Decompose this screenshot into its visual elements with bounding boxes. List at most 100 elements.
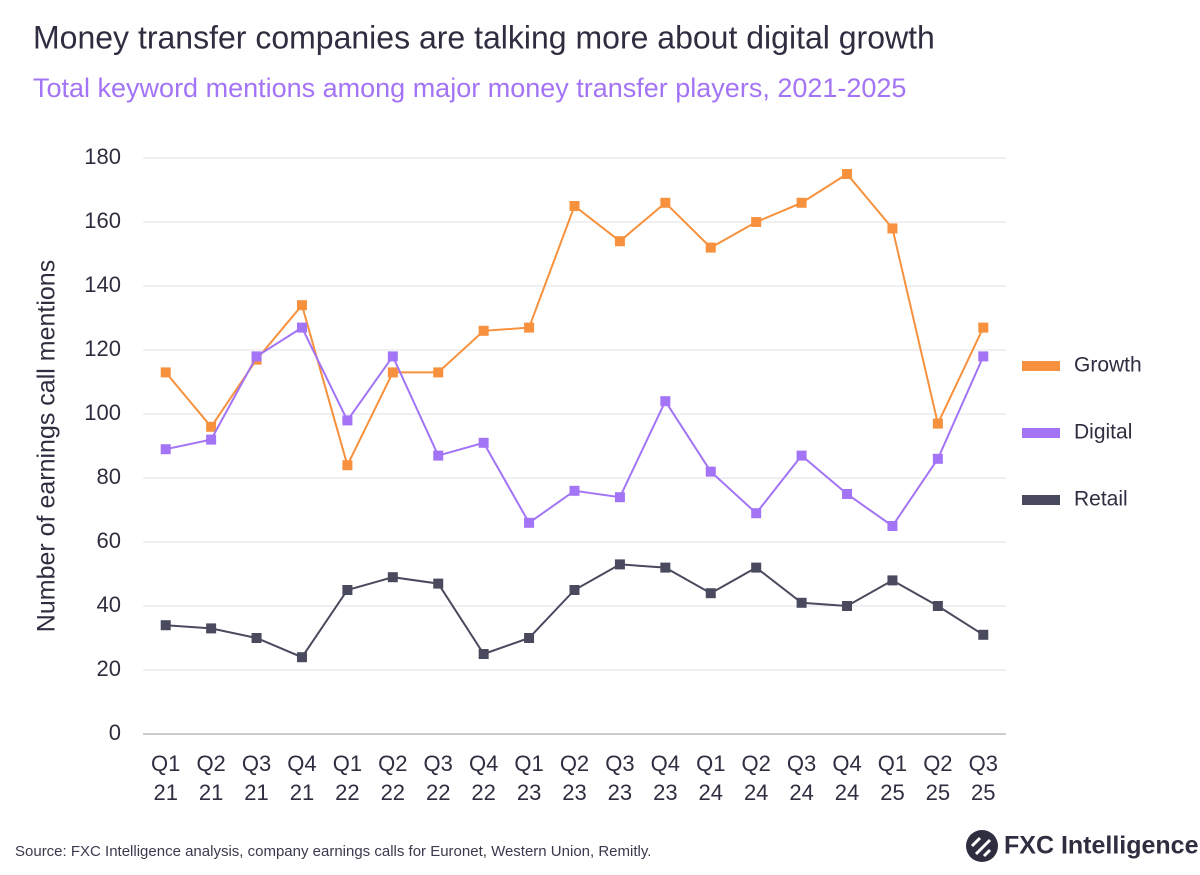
x-tick-label: Q1 [333,751,362,776]
x-tick-label: Q3 [787,751,816,776]
data-point [524,517,535,528]
x-tick-label: 21 [199,780,223,805]
data-point [342,415,353,426]
x-tick-label: Q2 [560,751,589,776]
x-tick-label: Q3 [969,751,998,776]
x-tick-label: Q4 [469,751,498,776]
y-tick-label: 40 [97,592,121,617]
x-tick-label: Q1 [878,751,907,776]
logo-icon [966,830,998,862]
data-point [387,572,398,583]
data-point [251,633,262,643]
x-tick-label: Q2 [378,751,407,776]
data-point [978,629,989,640]
data-point [842,169,853,179]
data-point [160,620,171,631]
x-tick-label: 21 [290,780,314,805]
series-line [165,563,984,659]
data-point [796,450,807,461]
data-point [842,601,853,611]
source-note: Source: FXC Intelligence analysis, compa… [15,843,651,860]
x-tick-label: 23 [608,780,632,805]
data-point [160,444,171,455]
y-tick-label: 180 [84,144,121,169]
data-point [660,197,671,208]
data-point [614,236,625,247]
data-point [887,575,898,586]
data-point [433,450,444,461]
data-point [842,489,853,499]
data-point [751,508,762,519]
chart-title: Money transfer companies are talking mor… [33,19,935,55]
data-point [932,601,943,611]
x-tick-label: 23 [653,780,677,805]
series-line [165,326,985,528]
data-point [751,562,762,573]
x-tick-label: Q1 [151,751,180,776]
x-tick-label: 25 [971,780,995,805]
chart-subtitle: Total keyword mentions among major money… [33,73,906,103]
x-tick-label: 23 [562,780,586,805]
data-point [705,588,716,599]
data-point [206,421,217,432]
x-tick-label: 21 [244,780,268,805]
data-point [387,351,398,362]
x-tick-label: 22 [426,780,450,805]
y-tick-label: 160 [84,208,121,233]
data-point [387,367,398,378]
data-point [296,322,307,333]
legend-label: Digital [1074,421,1132,444]
data-point [433,367,444,378]
legend-swatch [1022,361,1060,371]
data-point [614,492,625,503]
x-tick-label: 21 [153,780,177,805]
data-point [660,562,671,573]
data-point [614,559,625,570]
data-point [251,351,262,362]
y-tick-label: 0 [109,720,121,745]
data-point [342,585,353,595]
x-tick-label: 25 [880,780,904,805]
data-point [524,322,535,333]
legend-swatch [1022,495,1060,505]
data-point [796,197,807,208]
data-point [660,396,671,407]
data-point [206,623,217,634]
data-point [478,437,489,448]
data-point [978,322,989,333]
x-tick-label: Q4 [651,751,680,776]
x-tick-label: 22 [381,780,405,805]
data-point [569,201,580,211]
data-point [478,649,489,659]
data-point [478,325,489,336]
x-tick-label: Q3 [242,751,271,776]
legend-label: Retail [1074,488,1128,511]
data-point [296,300,307,311]
y-tick-label: 140 [84,272,121,297]
y-tick-label: 20 [97,656,121,681]
x-tick-label: 22 [471,780,495,805]
x-tick-label: 24 [789,780,813,805]
legend-label: Growth [1074,354,1142,377]
x-tick-label: 23 [517,780,541,805]
series-line [164,172,985,468]
legend-swatch [1022,428,1060,438]
data-point [160,367,171,378]
y-tick-label: 80 [97,464,121,489]
logo-text: FXC Intelligence [1004,832,1199,860]
y-tick-label: 60 [97,528,121,553]
data-point [796,597,807,608]
x-tick-label: Q3 [424,751,453,776]
x-tick-label: 22 [335,780,359,805]
data-point [569,485,580,496]
x-tick-label: Q2 [742,751,771,776]
y-tick-label: 100 [84,400,121,425]
x-tick-label: Q1 [696,751,725,776]
x-tick-label: 24 [835,780,859,805]
y-tick-label: 120 [84,336,121,361]
x-tick-label: Q4 [287,751,316,776]
x-tick-label: 25 [926,780,950,805]
data-point [206,434,217,445]
